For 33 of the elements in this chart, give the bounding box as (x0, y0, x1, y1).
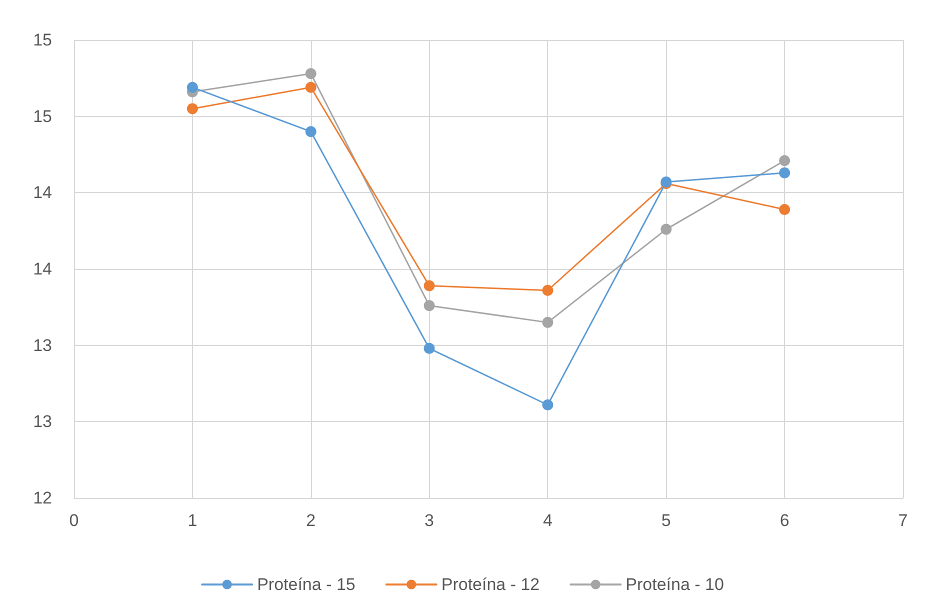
point (542, 399, 554, 410)
point (779, 167, 790, 178)
legend-label: Proteína - 12 (441, 575, 540, 594)
point (424, 342, 435, 354)
x-tick-label: 0 (69, 511, 79, 530)
y-tick-label: 15 (33, 106, 52, 126)
point (779, 204, 790, 215)
point (542, 316, 554, 328)
x-tick-label: 7 (898, 511, 908, 530)
x-tick-label: 6 (780, 511, 790, 530)
x-tick-label: 3 (424, 511, 434, 530)
point (186, 103, 198, 114)
point (186, 82, 198, 93)
point (305, 126, 316, 138)
y-tick-label: 15 (33, 30, 52, 50)
point (424, 280, 435, 292)
y-tick-label: 14 (33, 183, 52, 202)
point (305, 68, 316, 80)
x-tick-label: 4 (542, 511, 552, 530)
y-tick-label: 14 (33, 260, 52, 278)
x-tick-label: 2 (306, 511, 316, 530)
point (542, 284, 554, 296)
x-tick-label: 5 (661, 511, 671, 530)
x-tick-label: 1 (188, 511, 198, 530)
point (779, 155, 790, 166)
y-tick-label: 13 (33, 412, 52, 432)
point (305, 82, 316, 93)
point (660, 224, 672, 235)
point (424, 300, 435, 312)
legend-label: Proteína - 15 (257, 575, 356, 594)
y-tick-label: 12 (33, 488, 52, 508)
y-tick-label: 13 (33, 336, 52, 355)
legend-label: Proteína - 10 (626, 575, 724, 594)
